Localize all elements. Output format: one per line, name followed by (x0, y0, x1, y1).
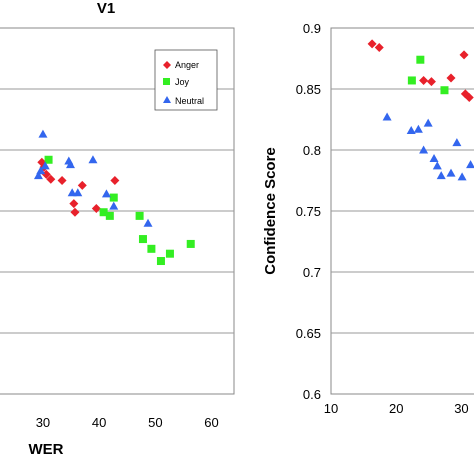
right-neutral-point (466, 160, 474, 169)
right-x-ticks: 10 20 30 (324, 401, 469, 416)
left-neutral-point (73, 188, 83, 197)
left-x-tick-label: 50 (148, 415, 162, 430)
right-anger-point (459, 50, 469, 60)
right-neutral-point (436, 171, 446, 180)
left-joy-point (44, 155, 53, 164)
right-data-points (367, 39, 474, 181)
right-y-tick-label: 0.6 (303, 387, 321, 402)
left-chart-title: V1 (97, 0, 115, 17)
legend-anger-label: Anger (175, 60, 199, 70)
left-joy-point (147, 244, 156, 253)
left-joy-point (135, 211, 144, 220)
legend-neutral-label: Neutral (175, 96, 204, 106)
left-neutral-point (109, 201, 119, 210)
right-anger-point (426, 77, 436, 87)
left-anger-point (41, 169, 51, 179)
left-joy-point (105, 211, 114, 220)
right-neutral-point (419, 145, 429, 154)
right-neutral-point (382, 112, 392, 121)
right-anger-point (446, 73, 456, 83)
right-x-tick-label: 10 (324, 401, 338, 416)
right-y-ticks: 0.6 0.65 0.7 0.75 0.8 0.85 0.9 (296, 21, 321, 402)
left-joy-point (99, 208, 108, 217)
left-anger-point (57, 176, 67, 185)
right-anger-point (464, 93, 474, 103)
right-neutral-point (457, 172, 467, 181)
right-y-tick-label: 0.85 (296, 82, 321, 97)
right-neutral-point (446, 168, 456, 177)
right-x-tick-label: 30 (454, 401, 468, 416)
left-x-tick-label: 30 (36, 415, 50, 430)
legend-joy-label: Joy (175, 77, 190, 87)
right-x-tick-label: 20 (389, 401, 403, 416)
left-data-points (33, 129, 195, 266)
left-neutral-point (101, 189, 111, 198)
left-anger-point (110, 176, 120, 185)
left-anger-point (77, 180, 87, 190)
left-x-tick-label: 60 (204, 415, 218, 430)
right-y-tick-label: 0.65 (296, 326, 321, 341)
left-x-axis-title: WER (29, 441, 64, 458)
right-y-tick-label: 0.9 (303, 21, 321, 36)
left-joy-point (138, 235, 147, 244)
left-neutral-point (40, 161, 50, 170)
left-anger-point (46, 174, 56, 184)
left-legend: Anger Joy Neutral (154, 49, 218, 111)
right-joy-point (416, 55, 425, 64)
left-joy-point (186, 239, 195, 248)
right-y-tick-label: 0.8 (303, 143, 321, 158)
right-anger-point (419, 75, 429, 85)
left-neutral-point (36, 166, 46, 175)
right-neutral-point (413, 124, 423, 133)
right-y-tick-label: 0.75 (296, 204, 321, 219)
right-gridlines (331, 88, 474, 334)
right-y-tick-label: 0.7 (303, 265, 321, 280)
right-joy-point (440, 86, 449, 95)
left-joy-point (165, 249, 174, 258)
legend-joy-marker (163, 78, 170, 85)
left-neutral-point (33, 171, 43, 180)
left-anger-point (91, 204, 101, 214)
right-neutral-point (406, 125, 416, 134)
left-neutral-point (38, 129, 48, 138)
left-neutral-point (88, 155, 98, 164)
left-x-tick-label: 40 (92, 415, 106, 430)
right-neutral-point (452, 138, 462, 147)
right-anger-point (374, 43, 384, 53)
left-x-ticks: 30 40 50 60 (36, 415, 219, 430)
left-joy-point (109, 193, 118, 202)
right-neutral-point (423, 118, 433, 127)
right-anger-point (367, 39, 377, 49)
right-chart: Confidence Score 0.60.650.70.750.80.850.… (262, 21, 474, 416)
right-neutral-point (432, 161, 442, 170)
legend-neutral-marker (163, 96, 171, 103)
left-anger-point (69, 199, 79, 209)
right-plot-area (330, 27, 474, 395)
left-neutral-point (65, 160, 75, 169)
left-chart: V1 30 40 50 60 WER Anger Joy Neutral (0, 0, 235, 458)
left-anger-point (70, 207, 80, 217)
right-neutral-point (429, 154, 439, 163)
right-y-axis-title: Confidence Score (262, 147, 279, 275)
right-joy-point (407, 76, 416, 85)
legend-anger-marker (163, 61, 171, 69)
left-joy-point (156, 257, 165, 266)
left-neutral-point (143, 218, 153, 227)
